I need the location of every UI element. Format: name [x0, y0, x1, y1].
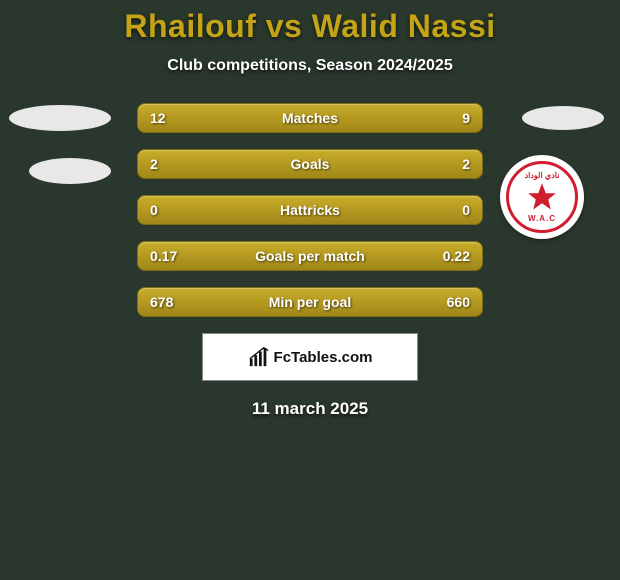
player-left-logo-placeholder-1: [9, 105, 111, 131]
stat-row-goals-per-match: 0.17 Goals per match 0.22: [137, 241, 483, 271]
club-badge-inner: نادي الوداد W.A.C: [506, 161, 578, 233]
footer-brand-text: FcTables.com: [274, 349, 373, 366]
subtitle: Club competitions, Season 2024/2025: [0, 57, 620, 75]
stat-left-value: 12: [150, 110, 190, 126]
stat-right-value: 0.22: [430, 248, 470, 264]
stat-left-value: 0: [150, 202, 190, 218]
stat-label: Hattricks: [280, 202, 340, 218]
stat-right-value: 660: [430, 294, 470, 310]
club-badge-arabic-text: نادي الوداد: [525, 171, 560, 180]
stat-left-value: 0.17: [150, 248, 190, 264]
stat-left-value: 2: [150, 156, 190, 172]
stat-row-goals: 2 Goals 2: [137, 149, 483, 179]
stat-left-value: 678: [150, 294, 190, 310]
stat-right-value: 0: [430, 202, 470, 218]
player-right-logo-placeholder: [522, 106, 604, 130]
stat-row-min-per-goal: 678 Min per goal 660: [137, 287, 483, 317]
chart-icon: [248, 346, 270, 368]
footer-brand-box: FcTables.com: [202, 333, 418, 381]
stat-label: Matches: [282, 110, 338, 126]
footer-date: 11 march 2025: [0, 399, 620, 419]
stat-row-hattricks: 0 Hattricks 0: [137, 195, 483, 225]
comparison-card: Rhailouf vs Walid Nassi Club competition…: [0, 0, 620, 419]
stat-label: Goals per match: [255, 248, 365, 264]
stat-right-value: 2: [430, 156, 470, 172]
page-title: Rhailouf vs Walid Nassi: [0, 8, 620, 45]
club-badge-latin-text: W.A.C: [528, 214, 556, 223]
stat-row-matches: 12 Matches 9: [137, 103, 483, 133]
stat-right-value: 9: [430, 110, 470, 126]
stat-rows: 12 Matches 9 2 Goals 2 0 Hattricks 0 0.1…: [137, 103, 483, 317]
player-left-logo-placeholder-2: [29, 158, 111, 184]
club-badge: نادي الوداد W.A.C: [500, 155, 584, 239]
star-icon: [527, 182, 557, 212]
stats-area: نادي الوداد W.A.C 12 Matches 9 2 Goals 2…: [0, 103, 620, 317]
stat-label: Goals: [291, 156, 330, 172]
stat-label: Min per goal: [269, 294, 351, 310]
